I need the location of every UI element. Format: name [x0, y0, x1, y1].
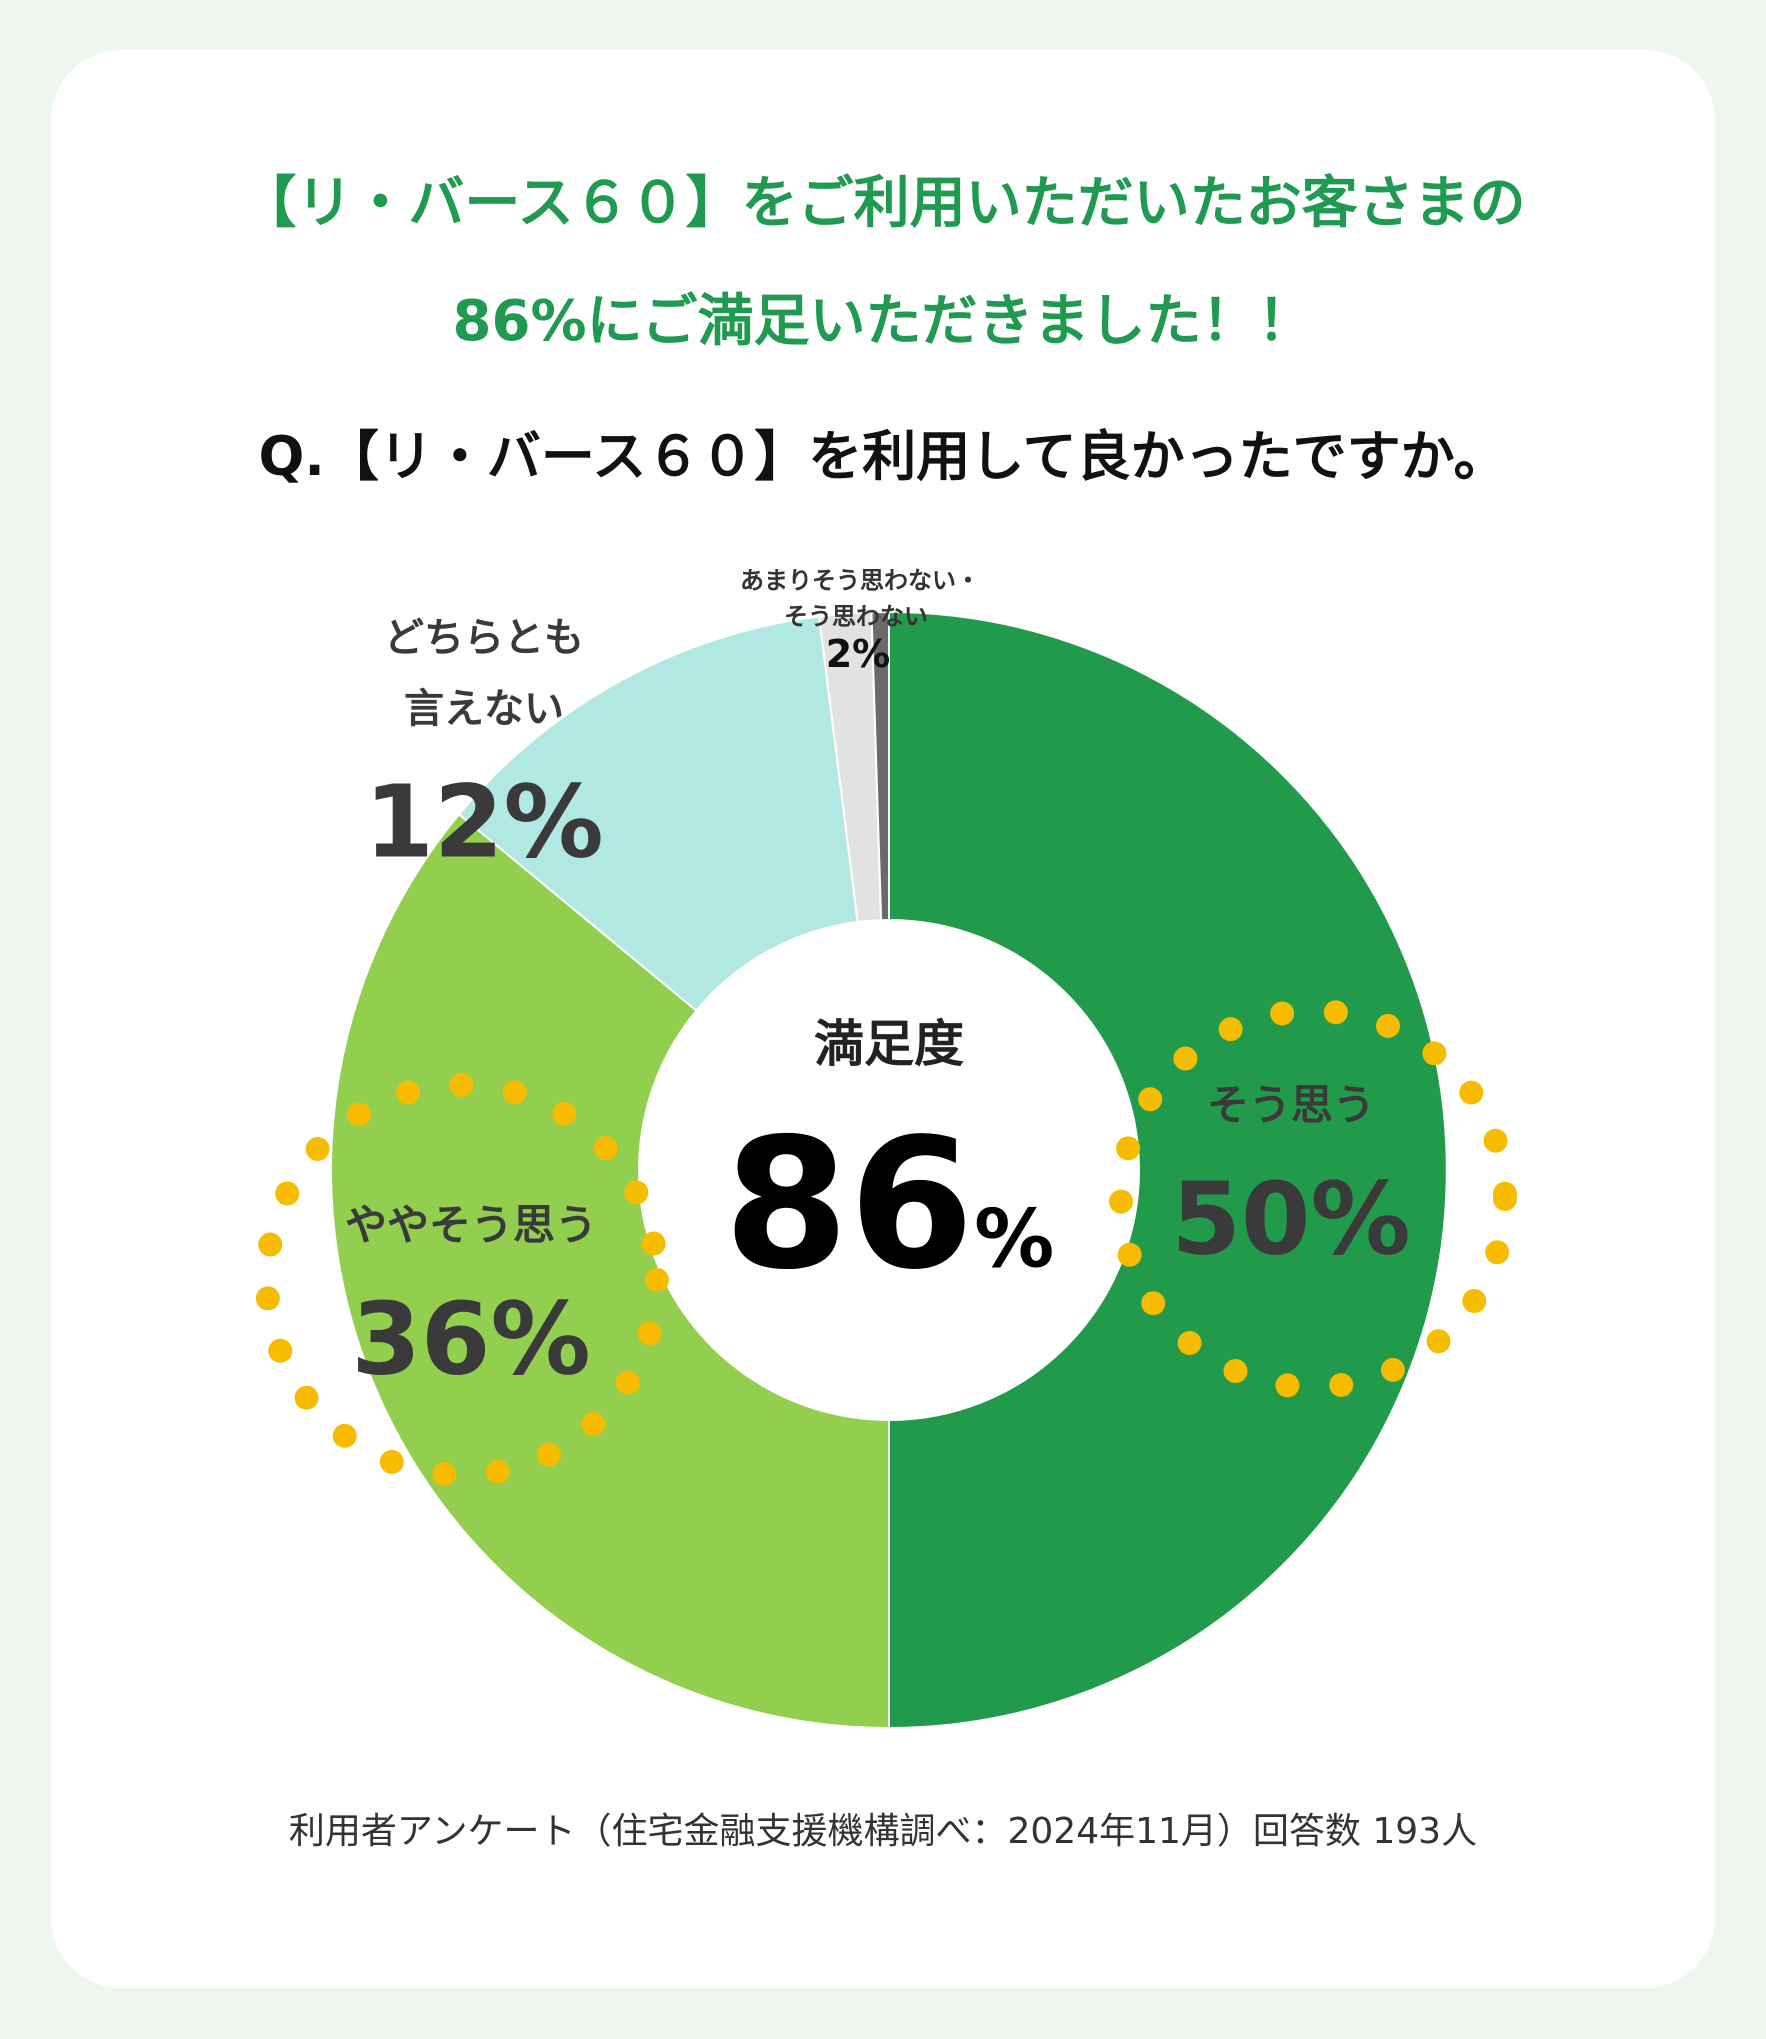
label-somewhat-agree: ややそう思う: [344, 1200, 598, 1250]
label-agree: そう思う: [1206, 1080, 1376, 1130]
center-unit: %: [974, 1192, 1055, 1286]
value-agree: 50%: [1171, 1160, 1411, 1278]
highlight-dotted-circle: [255, 1073, 669, 1487]
donut-slice: [870, 610, 890, 922]
question: Q.【リ・バース６０】を利用して良かったですか。: [258, 425, 1508, 488]
value-somewhat-agree: 36%: [351, 1280, 591, 1398]
headline-line2: 86%にご満足いただきました！！: [452, 289, 1314, 354]
donut-slice: [457, 615, 859, 1013]
label-negative-line2: そう思わない: [784, 602, 928, 631]
value-neutral: 12%: [364, 763, 604, 881]
value-negative: 2%: [825, 632, 891, 676]
donut-slice: [888, 610, 1448, 1730]
center-number: 86: [723, 1100, 975, 1310]
center-label: 満足度: [814, 1015, 964, 1073]
center-value: 86%: [724, 1101, 1055, 1310]
highlight-dotted-circle: [1109, 999, 1517, 1399]
label-neutral-line2: 言えない: [404, 686, 564, 732]
donut-slice: [330, 812, 890, 1730]
footer-note: 利用者アンケート（住宅金融支援機構調べ：2024年11月）回答数 193人: [288, 1811, 1478, 1852]
label-neutral-line1: どちらとも: [384, 615, 584, 661]
label-negative-line1: あまりそう思わない・: [740, 566, 980, 595]
headline-line1: 【リ・バース６０】をご利用いただいたお客さまの: [240, 171, 1526, 236]
